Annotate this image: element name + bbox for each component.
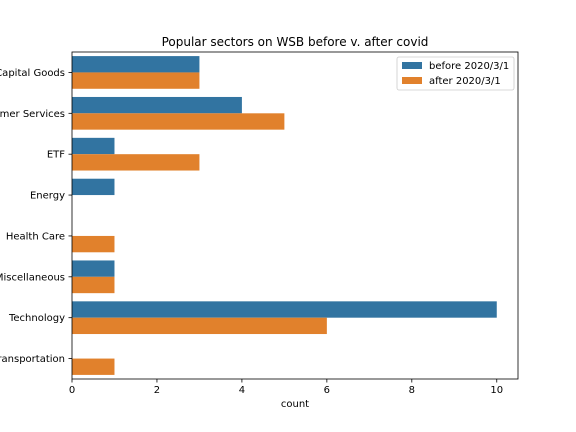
y-tick-label: Miscellaneous bbox=[0, 272, 65, 283]
x-tick-label: 6 bbox=[324, 385, 330, 396]
y-axis: Capital Goods Consumer Services ETF Energy H… bbox=[0, 68, 72, 365]
bar-after bbox=[72, 317, 327, 335]
bar-before bbox=[72, 137, 115, 155]
y-tick-label: Health Care bbox=[6, 231, 65, 242]
y-tick-label: Consumer Services bbox=[0, 109, 65, 120]
y-tick-label: Technology bbox=[8, 313, 65, 324]
bar-after bbox=[72, 72, 200, 89]
y-tick-label: Transportation bbox=[0, 354, 65, 365]
x-tick-label: 4 bbox=[239, 385, 245, 396]
chart-title: Popular sectors on WSB before v. after c… bbox=[162, 35, 429, 49]
plot-frame bbox=[71, 51, 519, 380]
bar-before bbox=[72, 96, 242, 114]
bar-after bbox=[72, 113, 285, 130]
x-axis: 0 2 4 6 8 10 bbox=[69, 379, 503, 396]
legend-label: after 2020/3/1 bbox=[429, 76, 501, 87]
bar-after bbox=[72, 154, 200, 171]
legend-swatch bbox=[402, 77, 422, 84]
bar-after bbox=[72, 235, 115, 253]
x-tick-label: 2 bbox=[154, 385, 160, 396]
x-tick-label: 8 bbox=[409, 385, 415, 396]
legend-swatch bbox=[402, 62, 422, 69]
x-tick-label: 0 bbox=[69, 385, 75, 396]
bar-before bbox=[72, 56, 200, 73]
bar-before bbox=[72, 178, 115, 196]
y-tick-label: Capital Goods bbox=[0, 68, 65, 79]
bar-before bbox=[72, 301, 497, 318]
bar-after bbox=[72, 276, 115, 294]
bar-before bbox=[72, 260, 115, 277]
x-tick-label: 10 bbox=[490, 385, 503, 396]
bars-layer bbox=[72, 56, 497, 375]
y-tick-label: ETF bbox=[47, 150, 65, 161]
legend-label: before 2020/3/1 bbox=[429, 61, 509, 72]
bar-after bbox=[72, 358, 115, 375]
x-axis-label: count bbox=[281, 399, 309, 410]
legend: before 2020/3/1 after 2020/3/1 bbox=[396, 56, 515, 91]
y-tick-label: Energy bbox=[30, 191, 65, 202]
legend-frame bbox=[396, 56, 515, 91]
